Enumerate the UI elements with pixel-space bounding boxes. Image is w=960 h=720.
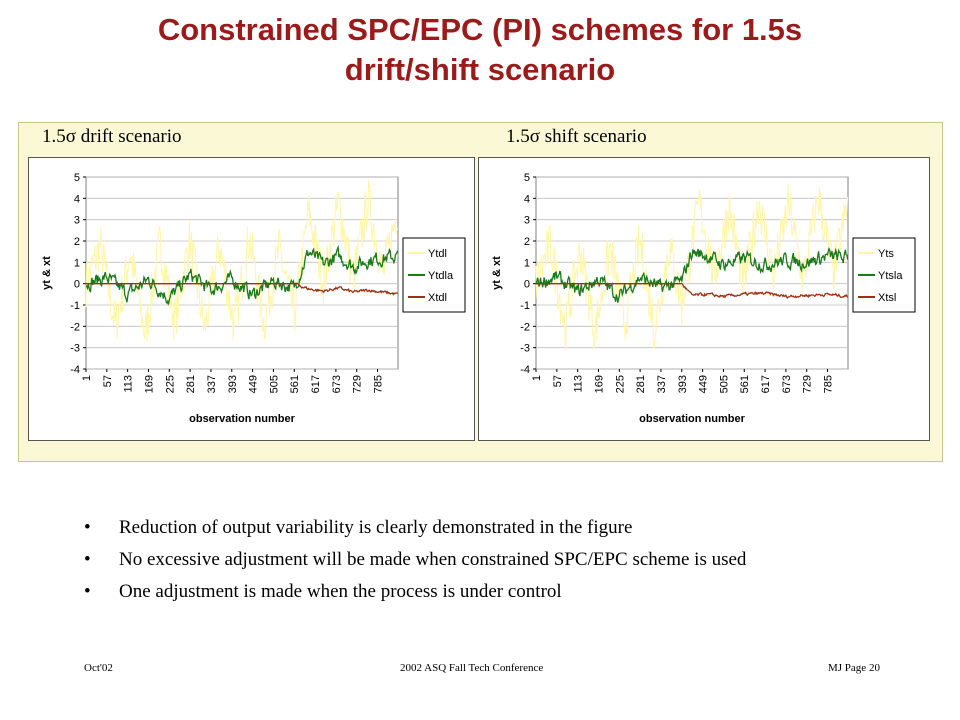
x-axis-label: observation number: [639, 413, 745, 425]
x-tick-label: 393: [227, 375, 239, 393]
x-tick-label: 1: [531, 375, 543, 381]
y-tick-label: -4: [70, 364, 80, 376]
x-tick-label: 505: [718, 375, 730, 393]
y-tick-label: -3: [70, 343, 80, 355]
x-tick-label: 673: [781, 375, 793, 393]
legend-label: Ytdl: [428, 248, 447, 260]
bullet-text: Reduction of output variability is clear…: [119, 517, 633, 538]
legend-label: Xtsl: [878, 292, 896, 304]
shift-chart: 5 4 3 2 1 0 -1 -2 -3 -4 1 57 113 169 225 281 337 393 449 50…: [478, 157, 930, 441]
y-tick-label: 1: [524, 257, 530, 269]
x-tick-label: 1: [81, 375, 93, 381]
bullet-item: • No excessive adjustment will be made w…: [84, 544, 944, 576]
y-tick-label: 0: [524, 279, 530, 291]
drift-scenario-caption: 1.5σ drift scenario: [42, 126, 182, 147]
x-tick-label: 617: [760, 375, 772, 393]
y-tick-label: -3: [520, 343, 530, 355]
bullet-item: • Reduction of output variability is cle…: [84, 512, 944, 544]
x-tick-label: 57: [552, 375, 564, 387]
x-tick-label: 449: [248, 375, 260, 393]
x-tick-label: 169: [143, 375, 155, 393]
bullet-list: • Reduction of output variability is cle…: [84, 512, 944, 608]
series-line-xtsl: [536, 282, 849, 299]
y-tick-label: 3: [524, 215, 530, 227]
x-tick-label: 729: [352, 375, 364, 393]
y-tick-label: 3: [74, 215, 80, 227]
y-axis-label: yt & xt: [41, 256, 53, 290]
legend-label: Ytsla: [878, 270, 903, 282]
y-tick-label: 5: [524, 172, 530, 184]
slide-title-line1: Constrained SPC/EPC (PI) schemes for 1.5…: [157, 12, 803, 47]
legend-label: Ytdla: [428, 270, 454, 282]
y-tick-label: 2: [74, 236, 80, 248]
bullet-item: • One adjustment is made when the proces…: [84, 576, 944, 608]
footer-page: MJ Page 20: [828, 662, 880, 674]
y-axis-label: yt & xt: [491, 256, 503, 290]
y-tick-label: 2: [524, 236, 530, 248]
x-tick-label: 113: [123, 375, 135, 393]
y-tick-label: 1: [74, 257, 80, 269]
x-tick-label: 169: [593, 375, 605, 393]
x-tick-label: 57: [102, 375, 114, 387]
bullet-marker: •: [84, 549, 91, 570]
y-tick-label: -2: [520, 321, 530, 333]
plot-area: [535, 176, 849, 370]
series-line-ytdl: [85, 179, 399, 342]
series-line-xtdl: [86, 282, 398, 296]
shift-scenario-caption: 1.5σ shift scenario: [506, 126, 647, 147]
x-tick-label: 225: [614, 375, 626, 393]
y-tick-label: -1: [520, 300, 530, 312]
x-tick-label: 673: [331, 375, 343, 393]
legend-label: Xtdl: [428, 292, 447, 304]
bullet-text: No excessive adjustment will be made whe…: [119, 549, 747, 570]
legend-label: Yts: [878, 248, 894, 260]
x-tick-label: 449: [698, 375, 710, 393]
x-tick-label: 281: [635, 375, 647, 393]
y-tick-label: -2: [70, 321, 80, 333]
slide-title-line2: drift/shift scenario: [344, 52, 616, 87]
x-tick-label: 729: [802, 375, 814, 393]
x-tick-label: 281: [185, 375, 197, 393]
bullet-text: One adjustment is made when the process …: [119, 581, 562, 602]
x-tick-label: 225: [164, 375, 176, 393]
slide-title: Constrained SPC/EPC (PI) schemes for 1.5…: [40, 10, 920, 90]
y-tick-label: -1: [70, 300, 80, 312]
x-tick-label: 561: [739, 375, 751, 393]
drift-chart: 5 4 3 2 1 0 -1 -2 -3 -4 1 57 113 169 225 281 337 393 449 50…: [28, 157, 475, 441]
bullet-marker: •: [84, 517, 91, 538]
x-axis-label: observation number: [189, 413, 295, 425]
x-tick-label: 505: [268, 375, 280, 393]
x-tick-label: 785: [373, 375, 385, 393]
footer-date: Oct'02: [84, 662, 113, 674]
x-tick-label: 561: [289, 375, 301, 393]
bullet-marker: •: [84, 581, 91, 602]
x-tick-label: 113: [573, 375, 585, 393]
x-tick-label: 393: [677, 375, 689, 393]
series-line-ytdla: [85, 244, 399, 306]
x-tick-label: 617: [310, 375, 322, 393]
y-tick-label: -4: [520, 364, 530, 376]
y-tick-label: 4: [74, 193, 80, 205]
y-tick-label: 0: [74, 279, 80, 291]
x-tick-label: 337: [206, 375, 218, 393]
footer-conference: 2002 ASQ Fall Tech Conference: [400, 662, 544, 674]
y-tick-label: 5: [74, 172, 80, 184]
x-tick-label: 785: [823, 375, 835, 393]
y-tick-label: 4: [524, 193, 530, 205]
x-tick-label: 337: [656, 375, 668, 393]
series-line-yts: [535, 183, 849, 350]
series-line-ytsla: [535, 246, 849, 303]
